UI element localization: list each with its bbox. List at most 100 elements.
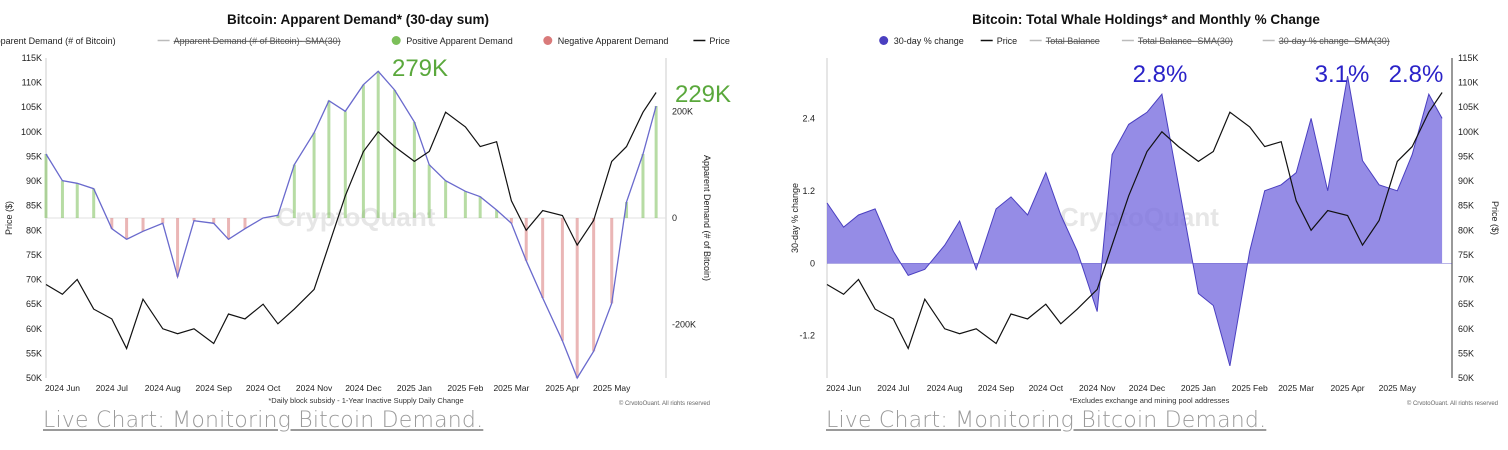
change-tick-label: 1.2: [802, 186, 815, 196]
price-tick-label: 60K: [1458, 324, 1474, 334]
price-tick-label: 65K: [26, 299, 42, 309]
live-chart-link-left[interactable]: Live Chart: Monitoring Bitcoin Demand.: [43, 408, 484, 433]
price-tick-label: 110K: [1458, 78, 1478, 88]
chart-title: Bitcoin: Apparent Demand* (30-day sum): [227, 12, 489, 27]
x-tick-label: 2024 Jun: [826, 383, 861, 393]
demand-bar: [641, 154, 645, 218]
demand-bar: [376, 71, 380, 218]
annotation-2-8-may: 2.8%: [1389, 61, 1444, 88]
price-tick-label: 105K: [1458, 102, 1479, 112]
price-tick-label: 70K: [1458, 275, 1474, 285]
price-tick-label: 85K: [26, 201, 42, 211]
demand-bar: [575, 218, 579, 378]
x-tick-label: 2024 Aug: [927, 383, 963, 393]
demand-bar: [243, 218, 247, 229]
y-axis-title-left: Price ($): [4, 201, 14, 235]
x-tick-label: 2024 Aug: [145, 383, 181, 393]
price-tick-label: 105K: [21, 102, 42, 112]
annotation-3-1-apr: 3.1%: [1315, 61, 1370, 88]
legend-label: 30-day % change- SMA(30): [1279, 36, 1390, 46]
demand-bar: [44, 154, 48, 218]
price-tick-label: 90K: [1458, 176, 1474, 186]
legend-label: 30-day % change: [894, 36, 964, 46]
whale-holdings-chart: Bitcoin: Total Whale Holdings* and Month…: [790, 12, 1500, 405]
legend-item-price: Price: [693, 36, 730, 46]
demand-bar: [524, 218, 528, 261]
x-tick-label: 2025 Jan: [1181, 383, 1216, 393]
price-tick-label: 50K: [26, 373, 42, 383]
change-tick-label: 0: [810, 258, 815, 268]
demand-bar: [141, 218, 145, 232]
change-tick-label: 2.4: [802, 113, 815, 123]
whale-holdings-panel: Bitcoin: Total Whale Holdings* and Month…: [754, 0, 1508, 450]
legend-label: Price: [997, 36, 1018, 46]
demand-bar: [541, 218, 545, 298]
watermark-text: CryptoQuant: [277, 202, 436, 232]
copyright-text: © CryptoQuant. All rights reserved: [619, 400, 710, 405]
demand-bar: [276, 215, 280, 218]
legend-item-apparent-demand-of-bitcoin: Apparent Demand (# of Bitcoin): [0, 36, 116, 46]
demand-bar: [161, 218, 165, 224]
y-axis-title-right: Price ($): [1490, 201, 1500, 235]
demand-bar: [343, 111, 347, 218]
demand-series-line: [45, 70, 657, 380]
y-axis-title-right: Apparent Demand (# of Bitcoin): [702, 155, 712, 281]
price-tick-label: 60K: [26, 324, 42, 334]
demand-bar: [654, 106, 658, 218]
demand-tick-label: -200K: [672, 320, 696, 330]
demand-bar: [125, 218, 129, 240]
demand-bar: [60, 180, 64, 218]
price-tick-label: 65K: [1458, 299, 1474, 309]
demand-tick-label: 0: [672, 213, 677, 223]
annotation-2-8-dec: 2.8%: [1133, 61, 1188, 88]
price-tick-label: 115K: [22, 53, 42, 63]
demand-bar: [625, 202, 629, 218]
demand-bar: [463, 191, 467, 218]
change-area: [827, 76, 1443, 366]
change-series-line: [826, 76, 1443, 367]
demand-bar: [495, 210, 499, 218]
price-tick-label: 75K: [1458, 250, 1474, 260]
legend-item-price: Price: [980, 36, 1018, 46]
x-tick-label: 2024 Sep: [978, 383, 1015, 393]
x-tick-label: 2024 Sep: [196, 383, 233, 393]
x-tick-label: 2024 Oct: [246, 383, 281, 393]
x-tick-label: 2025 Feb: [1232, 383, 1268, 393]
apparent-demand-panel: Bitcoin: Apparent Demand* (30-day sum) Ap…: [0, 12, 731, 433]
legend-item-30-day-change-sma-30: 30-day % change- SMA(30): [1262, 36, 1390, 46]
demand-tick-label: 200K: [672, 106, 693, 116]
price-tick-label: 70K: [26, 275, 42, 285]
demand-bar: [192, 218, 196, 221]
copyright-text: © CryptoQuant. All rights reserved: [1407, 400, 1498, 405]
demand-bar: [560, 218, 564, 341]
x-tick-label: 2025 Feb: [447, 383, 483, 393]
footnote-text: *Daily block subsidy - 1-Year Inactive S…: [268, 396, 463, 405]
legend-label: Price: [709, 36, 730, 46]
legend-item-30-day-change: 30-day % change: [879, 36, 964, 46]
price-tick-label: 100K: [21, 127, 42, 137]
annotation-229k: 229K: [675, 81, 731, 108]
price-tick-label: 55K: [26, 348, 42, 358]
price-tick-label: 80K: [1458, 225, 1474, 235]
x-tick-label: 2024 Jul: [96, 383, 128, 393]
legend-label: Apparent Demand (# of Bitcoin)- SMA(30): [174, 36, 341, 46]
x-tick-label: 2025 Mar: [1278, 383, 1314, 393]
x-tick-label: 2024 Oct: [1029, 383, 1064, 393]
x-tick-label: 2024 Dec: [1129, 383, 1166, 393]
demand-bar: [227, 218, 231, 240]
live-chart-link-right[interactable]: Live Chart: Monitoring Bitcoin Demand.: [826, 408, 1267, 433]
price-tick-label: 85K: [1458, 201, 1474, 211]
legend-item-total-balance: Total Balance: [1029, 36, 1100, 46]
price-tick-label: 90K: [26, 176, 42, 186]
demand-bar: [327, 100, 331, 218]
chart-title: Bitcoin: Total Whale Holdings* and Month…: [972, 12, 1320, 27]
legend-dot: [879, 36, 889, 45]
price-tick-label: 95K: [26, 151, 42, 161]
demand-bar: [110, 218, 114, 229]
legend-item-apparent-demand-of-bitcoin-sma-30: Apparent Demand (# of Bitcoin)- SMA(30): [157, 36, 341, 46]
price-tick-label: 95K: [1458, 151, 1474, 161]
x-tick-label: 2024 Nov: [1079, 383, 1116, 393]
legend-dot: [391, 36, 401, 45]
x-tick-label: 2024 Jul: [877, 383, 909, 393]
legend-label: Total Balance- SMA(30): [1138, 36, 1233, 46]
